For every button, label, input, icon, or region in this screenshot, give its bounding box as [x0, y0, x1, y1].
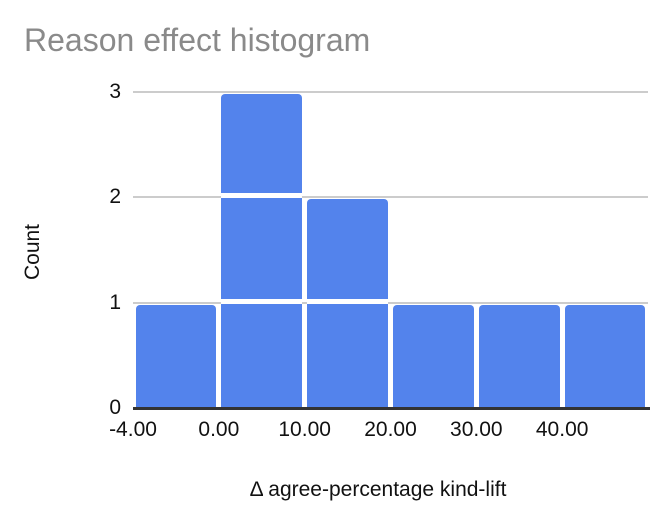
y-axis-tick-label: 2 — [109, 185, 121, 209]
y-gridline — [133, 91, 648, 93]
y-axis-tick-label: 1 — [109, 290, 121, 314]
x-axis-tick-label: 30.00 — [450, 418, 503, 441]
histogram-bar — [135, 304, 217, 407]
chart-title: Reason effect histogram — [24, 22, 371, 58]
bar-item-divider — [221, 298, 303, 304]
y-axis-tick-label: 0 — [109, 396, 121, 419]
histogram-bar — [221, 94, 303, 407]
histogram-bar — [478, 304, 560, 407]
y-gridline — [133, 196, 648, 199]
x-axis-tick-label: 40.00 — [535, 418, 589, 441]
x-axis-tick-label: 20.00 — [364, 418, 417, 441]
x-axis-title: Δ agree-percentage kind-lift — [249, 478, 507, 501]
x-axis-tick-label: 0.00 — [198, 418, 240, 441]
bar-item-divider — [221, 193, 303, 199]
x-axis-tick-label: -4.00 — [109, 418, 157, 441]
y-gridline — [133, 301, 648, 304]
x-axis-line — [133, 407, 650, 410]
y-axis-tick-label: 3 — [109, 80, 121, 103]
bar-item-divider — [307, 298, 388, 304]
x-axis-tick-label: 10.00 — [278, 418, 331, 441]
histogram-bar — [564, 304, 646, 407]
y-axis-title: Count — [21, 223, 44, 281]
histogram-bar — [393, 304, 474, 407]
